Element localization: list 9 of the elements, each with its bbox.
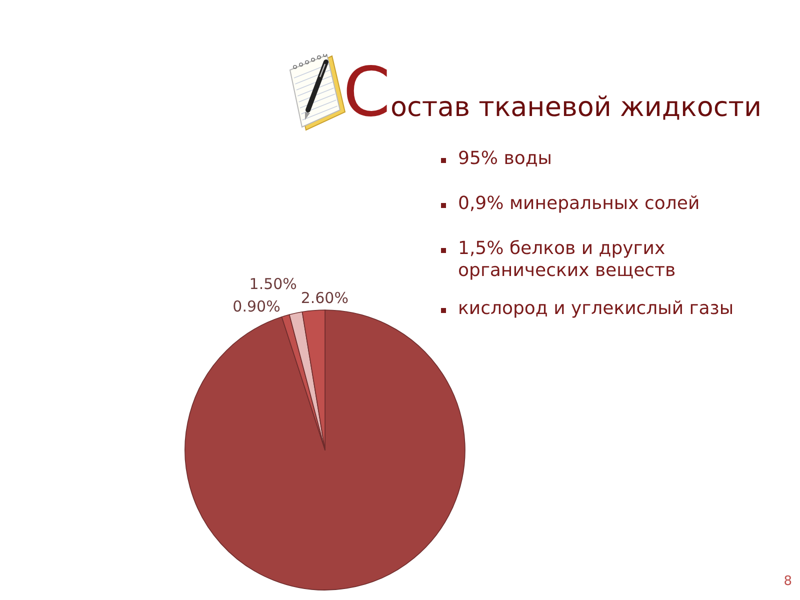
text: 95% воды [458,148,554,170]
data-label: 0.90% [232,298,280,316]
text: 8 [784,574,792,589]
text: 1,5% белков и других органических веществ [458,238,677,282]
data-label: 1.50% [249,274,297,293]
chart-title: Состав тканевой жидкости [343,54,762,132]
text: 0,9% минеральных солей [458,193,701,215]
data-label: 2.60% [300,289,348,308]
text: кислород и углекислый газы [458,298,735,320]
